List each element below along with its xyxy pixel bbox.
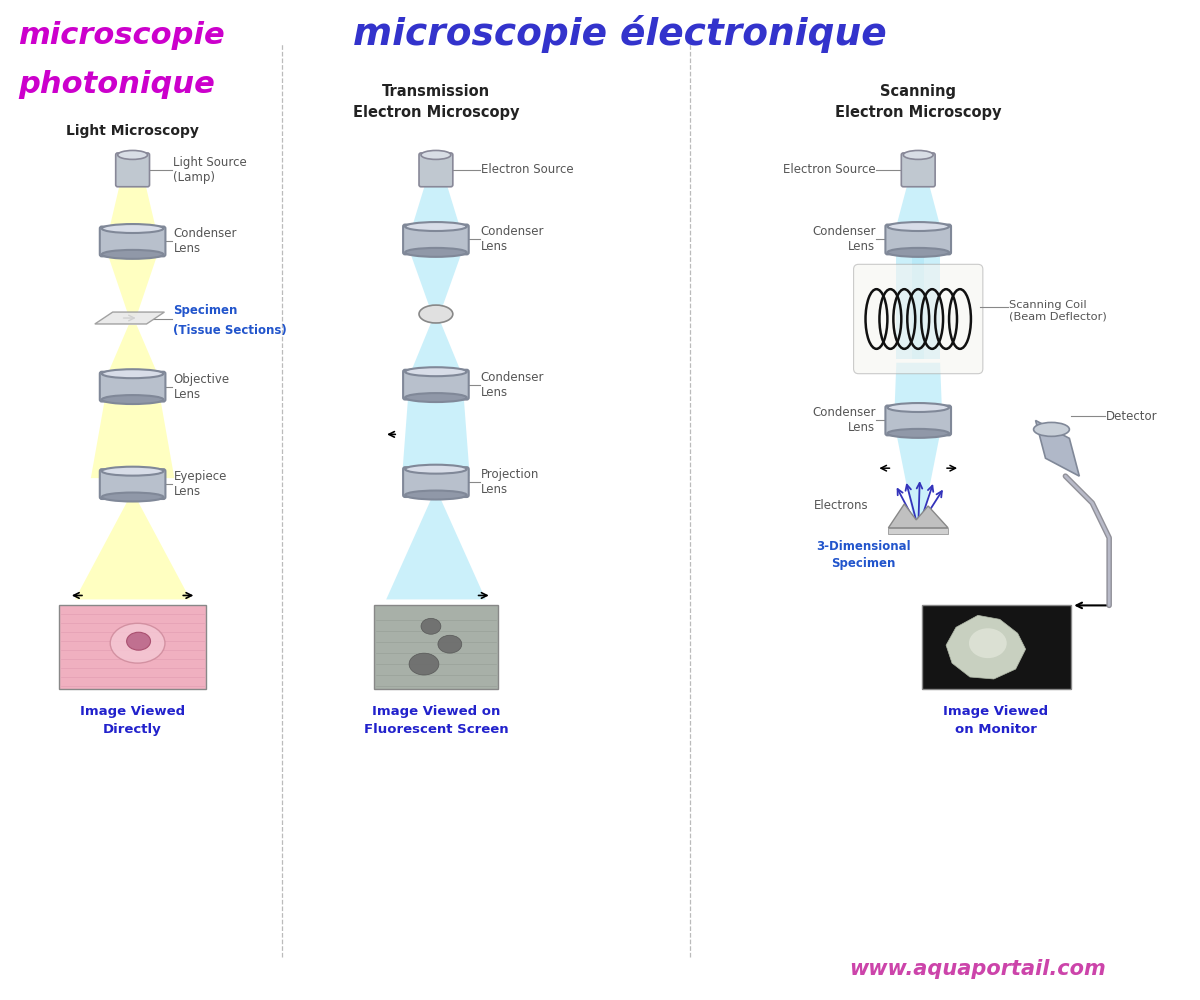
FancyBboxPatch shape [374,605,498,689]
Text: Electron Source: Electron Source [782,163,876,176]
Ellipse shape [406,367,467,376]
Ellipse shape [887,248,949,257]
Ellipse shape [968,628,1007,658]
FancyBboxPatch shape [922,605,1072,689]
FancyBboxPatch shape [100,372,166,402]
Text: microscopie: microscopie [18,21,224,50]
Text: Detector: Detector [1106,410,1158,423]
FancyBboxPatch shape [403,370,469,400]
Ellipse shape [406,393,467,402]
Ellipse shape [406,222,467,231]
Ellipse shape [438,635,462,653]
Polygon shape [104,325,161,381]
Text: Transmission
Electron Microscopy: Transmission Electron Microscopy [353,84,520,120]
FancyBboxPatch shape [100,227,166,256]
Text: photonique: photonique [18,70,215,99]
Text: Specimen: Specimen [173,304,238,317]
Ellipse shape [102,467,163,476]
Ellipse shape [118,150,148,159]
Polygon shape [408,323,463,379]
Ellipse shape [110,623,164,663]
Text: microscopie électronique: microscopie électronique [353,15,887,53]
Polygon shape [946,615,1026,679]
FancyBboxPatch shape [59,605,206,689]
Text: Scanning Coil
(Beam Deflector): Scanning Coil (Beam Deflector) [1009,300,1106,322]
Polygon shape [95,312,164,324]
FancyBboxPatch shape [901,153,935,187]
Ellipse shape [421,618,440,634]
Polygon shape [896,433,940,524]
Ellipse shape [102,250,163,259]
Text: Image Viewed on
Fluorescent Screen: Image Viewed on Fluorescent Screen [364,705,509,736]
Polygon shape [896,252,940,359]
FancyBboxPatch shape [403,225,469,254]
Ellipse shape [409,653,439,675]
Text: Eyepiece
Lens: Eyepiece Lens [173,470,227,498]
Text: www.aquaportail.com: www.aquaportail.com [850,959,1106,979]
Polygon shape [894,185,942,233]
Text: Electron Source: Electron Source [481,163,574,176]
Ellipse shape [1033,422,1069,436]
Text: Condenser
Lens: Condenser Lens [481,225,544,253]
Text: (Tissue Sections): (Tissue Sections) [173,324,287,337]
Polygon shape [386,495,486,599]
Polygon shape [912,252,924,359]
Ellipse shape [406,465,467,474]
Text: 3-Dimensional
Specimen: 3-Dimensional Specimen [816,540,911,570]
FancyBboxPatch shape [419,153,452,187]
Polygon shape [1036,420,1079,476]
Ellipse shape [406,248,467,257]
Text: Condenser
Lens: Condenser Lens [481,371,544,399]
Ellipse shape [102,493,163,501]
FancyBboxPatch shape [100,469,166,499]
Text: Condenser
Lens: Condenser Lens [812,406,876,434]
Text: Condenser
Lens: Condenser Lens [812,225,876,253]
Polygon shape [108,185,157,235]
Polygon shape [74,497,191,599]
Ellipse shape [421,150,451,159]
Polygon shape [894,363,942,414]
Text: Scanning
Electron Microscopy: Scanning Electron Microscopy [835,84,1002,120]
Ellipse shape [904,150,934,159]
Ellipse shape [887,222,949,231]
Ellipse shape [102,369,163,378]
Ellipse shape [102,395,163,404]
Ellipse shape [419,305,452,323]
Ellipse shape [127,632,150,650]
Polygon shape [108,254,157,316]
Polygon shape [402,398,469,476]
Ellipse shape [887,403,949,412]
Ellipse shape [102,224,163,233]
Polygon shape [410,252,462,311]
Ellipse shape [406,491,467,500]
Text: Electrons: Electrons [814,499,869,512]
Text: Projection
Lens: Projection Lens [481,468,539,496]
Text: Condenser
Lens: Condenser Lens [173,227,236,255]
FancyBboxPatch shape [886,225,952,254]
Polygon shape [888,528,948,534]
Text: Objective
Lens: Objective Lens [173,373,229,401]
Ellipse shape [887,429,949,438]
FancyBboxPatch shape [403,467,469,497]
Polygon shape [91,400,174,478]
FancyBboxPatch shape [115,153,150,187]
Polygon shape [888,504,948,528]
FancyBboxPatch shape [853,264,983,374]
Text: Image Viewed
Directly: Image Viewed Directly [80,705,185,736]
Polygon shape [410,185,462,233]
Text: Light Source
(Lamp): Light Source (Lamp) [173,156,247,184]
Text: Image Viewed
on Monitor: Image Viewed on Monitor [943,705,1049,736]
Text: Light Microscopy: Light Microscopy [66,124,199,138]
FancyBboxPatch shape [886,406,952,435]
